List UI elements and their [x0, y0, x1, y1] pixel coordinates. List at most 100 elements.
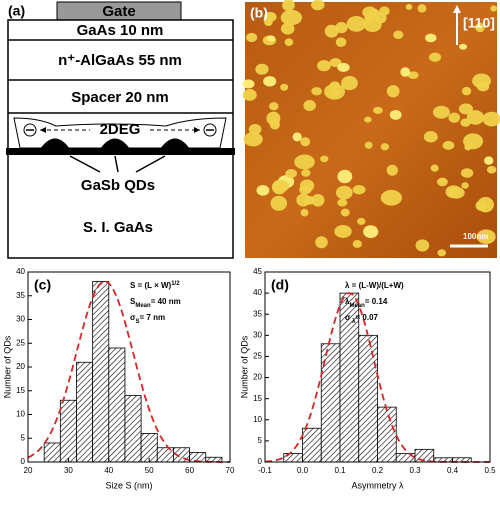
arrow-head — [194, 127, 200, 133]
y-tick-label: 40 — [253, 288, 262, 297]
afm-dot — [461, 182, 469, 189]
afm-dot — [475, 22, 485, 33]
channel-outline — [13, 117, 227, 149]
afm-dot — [461, 86, 472, 96]
afm-dot — [460, 168, 474, 178]
afm-dot — [337, 198, 348, 207]
afm-dot — [362, 6, 378, 19]
gate-label: Gate — [102, 3, 135, 20]
afm-dot — [423, 131, 438, 143]
x-tick-label: 50 — [145, 466, 154, 475]
y-tick-label: 35 — [253, 309, 262, 318]
panel-label: (b) — [250, 5, 268, 21]
afm-dot — [380, 189, 403, 206]
afm-dot — [285, 169, 298, 178]
afm-dot — [477, 197, 494, 213]
annotation-part: λ — [345, 297, 350, 306]
y-tick-label: 5 — [21, 433, 26, 442]
afm-dot — [486, 165, 497, 174]
arrow-head — [40, 127, 46, 133]
layer-label: n⁺-AlGaAs 55 nm — [58, 52, 182, 69]
y-tick-label: 25 — [16, 338, 25, 347]
afm-dot — [341, 76, 358, 91]
y-tick-label: 0 — [21, 457, 26, 466]
afm-dot — [380, 143, 390, 151]
x-tick-label: 0.3 — [409, 466, 421, 475]
afm-dot — [375, 12, 387, 24]
annotation-part: σ — [130, 313, 136, 322]
y-tick-label: 15 — [16, 386, 25, 395]
quantum-dots — [40, 138, 190, 149]
afm-dot — [476, 229, 496, 245]
x-axis-label: Asymmetry λ — [351, 480, 404, 490]
afm-dot — [405, 3, 413, 11]
annotation: λ = (L-W)/(L+W) — [345, 281, 404, 290]
x-tick-label: 70 — [226, 466, 235, 475]
afm-dot — [335, 185, 353, 200]
bar — [43, 442, 61, 463]
annotation-part: S — [135, 319, 139, 325]
substrate-label: S. I. GaAs — [83, 219, 153, 236]
annotation-part: σ — [345, 313, 351, 322]
bar — [76, 361, 94, 463]
layer-label: Spacer 20 nm — [71, 89, 169, 106]
afm-dot — [428, 52, 442, 62]
pointer — [69, 155, 101, 173]
annotation-part: S — [130, 297, 136, 306]
direction-label: [110] — [463, 15, 495, 31]
y-tick-label: 0 — [258, 457, 263, 466]
afm-dot — [340, 208, 350, 217]
afm-dot — [442, 140, 455, 150]
afm-dot — [346, 15, 366, 32]
x-tick-label: 60 — [185, 466, 194, 475]
afm-dot — [430, 164, 439, 172]
bar — [108, 347, 126, 463]
x-tick-label: 20 — [24, 466, 33, 475]
afm-dot — [324, 83, 346, 100]
afm-dot — [464, 143, 472, 151]
afm-dot — [334, 225, 352, 238]
afm-dot — [269, 102, 279, 111]
bar — [92, 281, 110, 463]
channel-label: 2DEG — [100, 121, 141, 138]
annotation-part: Mean — [135, 303, 151, 309]
annotation-part: 1/2 — [171, 281, 180, 287]
afm-dot — [300, 208, 309, 217]
x-tick-label: 0.5 — [484, 466, 496, 475]
x-tick-label: 0.2 — [372, 466, 384, 475]
qd-layer — [6, 148, 235, 155]
afm-dot — [335, 37, 347, 47]
afm-dot — [315, 236, 328, 249]
x-tick-label: 0.1 — [334, 466, 346, 475]
afm-dot — [437, 249, 446, 257]
y-tick-label: 15 — [253, 394, 262, 403]
afm-dot — [432, 105, 450, 119]
annotation: SMean= 40 nm — [130, 297, 181, 308]
bar — [377, 406, 397, 463]
afm-dot — [263, 76, 277, 87]
afm-dot — [472, 73, 491, 89]
y-axis-label: Number of QDs — [2, 335, 12, 398]
annotation-part: λ = (L-W)/(L+W) — [345, 281, 404, 290]
x-tick-label: 0.4 — [447, 466, 459, 475]
panel-label: (c) — [34, 277, 51, 293]
afm-dot — [324, 24, 339, 38]
scale-bar-label: 100nm — [463, 232, 488, 241]
afm-background — [245, 2, 497, 258]
afm-dots — [242, 0, 500, 257]
afm-dot — [400, 67, 411, 77]
afm-dot — [393, 30, 404, 40]
annotation: λMean= 0.14 — [345, 297, 388, 308]
afm-dot — [294, 154, 315, 170]
afm-dot — [270, 195, 288, 211]
afm-dot — [256, 185, 270, 196]
afm-dot — [386, 164, 398, 176]
afm-dot — [246, 32, 258, 43]
afm-dot — [280, 83, 289, 91]
x-tick-label: 30 — [64, 466, 73, 475]
annotation-part: Mean — [349, 303, 365, 309]
arrow-head — [453, 5, 461, 13]
afm-dot — [352, 239, 362, 248]
annotation: S = (L × W)1/2 — [130, 281, 180, 291]
